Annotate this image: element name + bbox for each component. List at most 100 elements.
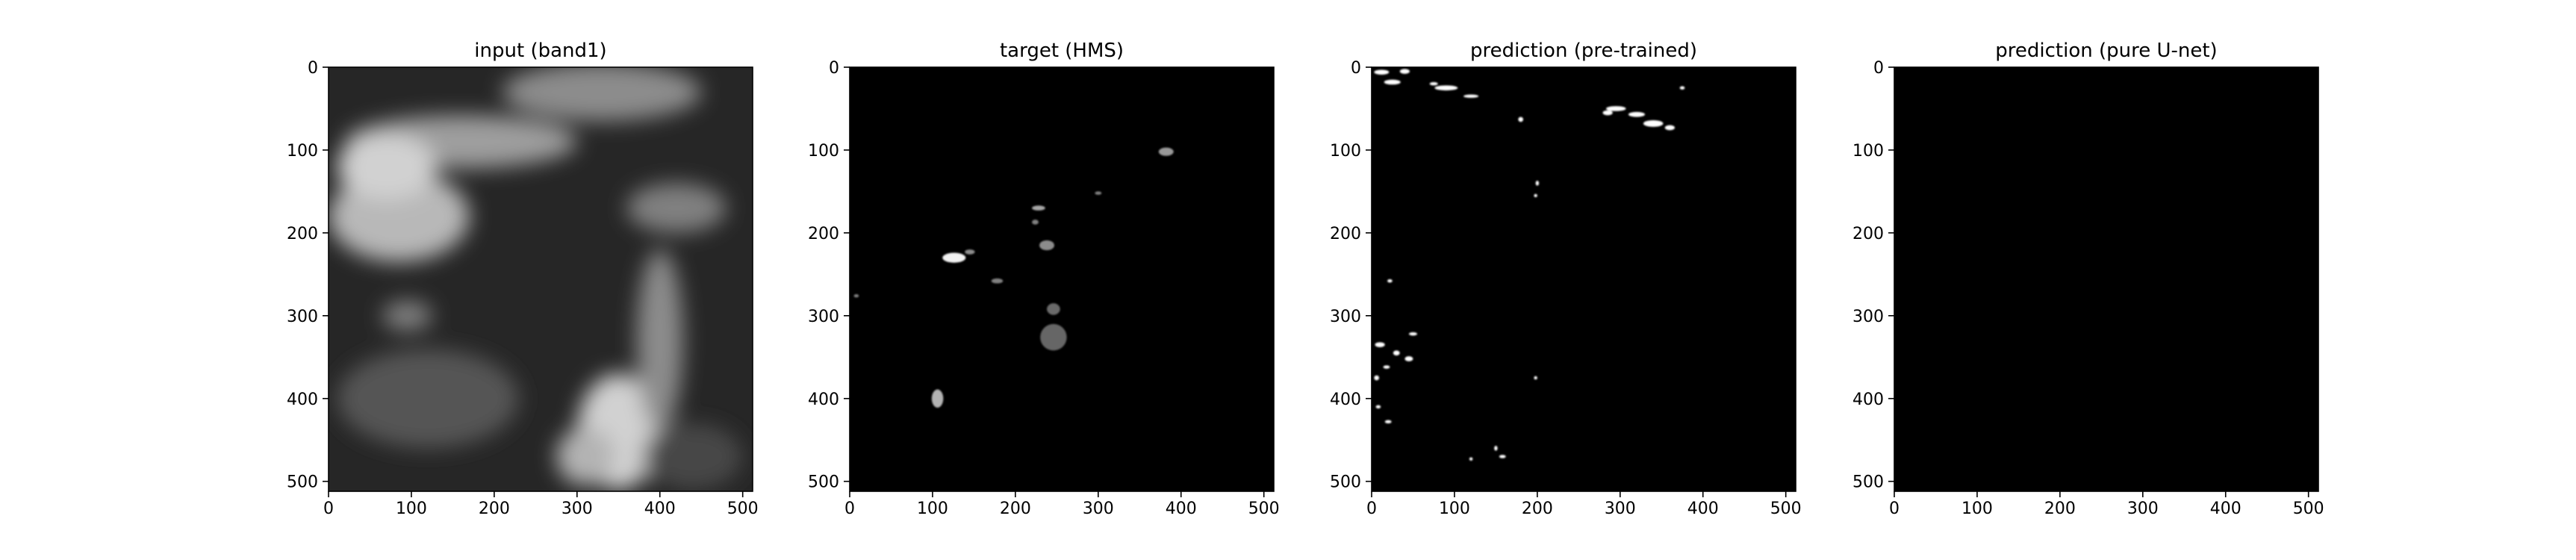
panel-title: target (HMS)	[1000, 40, 1124, 62]
y-tick-label: 300	[808, 308, 839, 326]
image-blob	[1399, 69, 1410, 74]
y-tick-label: 200	[808, 225, 839, 243]
x-axis: 0 100 200 300 400 500	[323, 491, 759, 518]
y-axis: 0 100 200 300 400 500	[287, 59, 329, 492]
x-tick-label: 0	[1889, 500, 1900, 518]
y-tick-label: 300	[287, 308, 318, 326]
image-blob	[1384, 420, 1392, 424]
y-tick-label: 500	[808, 473, 839, 492]
panel-prediction-pretrained: prediction (pre-trained) 0 100 200 300 400 50…	[1330, 40, 1802, 518]
y-tick-label: 100	[1852, 142, 1884, 161]
image-blob	[1040, 323, 1067, 351]
image-blob	[1429, 81, 1438, 86]
image-blob	[1375, 342, 1385, 347]
y-tick-label: 0	[308, 59, 318, 78]
axes-frame	[1894, 66, 2319, 492]
image-blob	[853, 293, 859, 298]
image-blob	[1602, 110, 1613, 116]
image-blob	[1469, 457, 1473, 461]
image-blob	[1534, 376, 1537, 380]
image-blob	[1404, 356, 1413, 361]
image-blob	[1374, 69, 1390, 75]
x-tick-label: 200	[1000, 500, 1031, 518]
x-tick-label: 500	[1248, 500, 1280, 518]
y-tick-label: 400	[287, 391, 318, 409]
image-blob	[1518, 116, 1524, 122]
y-tick-label: 400	[1852, 391, 1884, 409]
image-blob	[382, 300, 432, 331]
x-axis: 0 100 200 300 400 500	[844, 491, 1280, 518]
image-blob	[1032, 205, 1045, 211]
x-tick-label: 200	[479, 500, 510, 518]
image-blob	[1643, 120, 1664, 127]
x-tick-label: 100	[396, 500, 427, 518]
axes-frame	[328, 66, 753, 492]
y-tick-label: 200	[287, 225, 318, 243]
x-tick-label: 0	[1366, 500, 1377, 518]
image-content	[1374, 69, 1685, 461]
image-blob	[1387, 279, 1393, 283]
image-blob	[1383, 365, 1390, 369]
x-tick-label: 100	[1961, 500, 1993, 518]
image-blob	[1032, 220, 1039, 225]
image-content	[853, 147, 1174, 408]
y-tick-label: 200	[1330, 225, 1361, 243]
x-tick-label: 300	[1605, 500, 1636, 518]
image-blob	[1384, 79, 1401, 85]
x-tick-label: 0	[323, 500, 334, 518]
image-blob	[1605, 106, 1626, 111]
x-tick-label: 200	[2044, 500, 2076, 518]
image-area	[850, 67, 1274, 491]
image-blob	[643, 423, 743, 490]
image-blob	[931, 389, 944, 408]
y-tick-label: 0	[1873, 59, 1884, 78]
y-axis: 0 100 200 300 400 500	[1330, 59, 1372, 492]
x-tick-label: 300	[2127, 500, 2159, 518]
panel-title: prediction (pre-trained)	[1470, 40, 1697, 62]
panel-target-hms: target (HMS) 0 100 200 300 400 500 0 100 200 300…	[808, 40, 1280, 518]
y-tick-label: 0	[1351, 59, 1361, 78]
y-tick-label: 100	[1330, 142, 1361, 161]
x-tick-label: 400	[1166, 500, 1197, 518]
y-tick-label: 500	[287, 473, 318, 492]
image-blob	[991, 278, 1004, 284]
image-blob	[1679, 86, 1685, 90]
image-blob	[337, 349, 520, 449]
y-tick-label: 0	[829, 59, 839, 78]
image-blob	[1494, 445, 1498, 451]
image-blob	[942, 252, 966, 263]
axes-frame	[1371, 66, 1796, 492]
image-blob	[1664, 125, 1676, 131]
y-tick-label: 500	[1330, 473, 1361, 492]
y-tick-label: 300	[1852, 308, 1884, 326]
image-blob	[626, 183, 727, 233]
y-axis: 0 100 200 300 400 500	[1852, 59, 1894, 492]
panel-title: input (band1)	[474, 40, 606, 62]
y-tick-label: 200	[1852, 225, 1884, 243]
x-tick-label: 500	[727, 500, 759, 518]
x-tick-label: 300	[561, 500, 593, 518]
x-tick-label: 500	[2293, 500, 2324, 518]
image-blob	[1095, 191, 1102, 195]
y-tick-label: 100	[808, 142, 839, 161]
image-blob	[1374, 375, 1379, 381]
image-blob	[1534, 193, 1537, 198]
y-tick-label: 400	[1330, 391, 1361, 409]
y-tick-label: 300	[1330, 308, 1361, 326]
image-blob	[503, 67, 702, 122]
x-axis: 0 100 200 300 400 500	[1366, 491, 1802, 518]
image-blob	[1535, 180, 1540, 186]
image-blob	[1628, 111, 1646, 117]
x-tick-label: 0	[844, 500, 855, 518]
x-tick-label: 100	[1439, 500, 1470, 518]
x-tick-label: 400	[1687, 500, 1719, 518]
x-axis: 0 100 200 300 400 500	[1889, 491, 2324, 518]
y-axis: 0 100 200 300 400 500	[808, 59, 850, 492]
x-tick-label: 400	[644, 500, 676, 518]
x-tick-label: 200	[1522, 500, 1553, 518]
image-area	[1894, 67, 2318, 491]
image-content	[329, 67, 743, 490]
y-tick-label: 100	[287, 142, 318, 161]
image-blob	[1375, 405, 1381, 409]
